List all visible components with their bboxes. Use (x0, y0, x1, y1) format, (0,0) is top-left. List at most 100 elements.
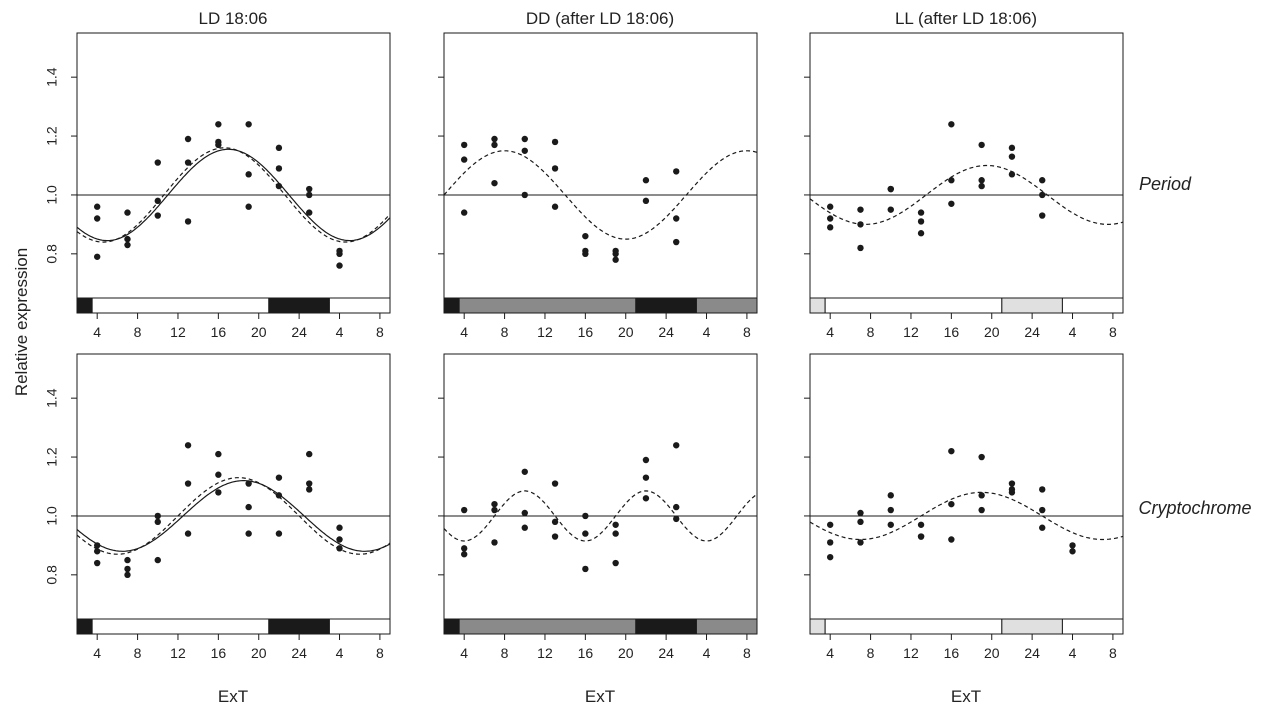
panel-4-light-bar-segment (328, 618, 391, 635)
panel-2-x-tick-label: 24 (658, 324, 674, 340)
panel-2-light-bar-segment (443, 297, 460, 314)
panel-4-data-point (154, 556, 161, 564)
panel-6-x-tick-label: 4 (1069, 645, 1077, 661)
panel-4-data-point (215, 450, 222, 458)
x-axis-label-1: ExT (218, 687, 248, 706)
panel-6-data-point (1008, 489, 1016, 496)
panel-4-data-point (184, 530, 192, 537)
panel-1-light-bar-segment (268, 297, 330, 314)
panel-5-data-point (551, 533, 559, 540)
panel-5-data-point (521, 468, 528, 475)
panel-4-x-tick-label: 20 (251, 645, 267, 661)
panel-3-data-point (826, 203, 834, 210)
panel-3-x-tick-label: 20 (984, 324, 1000, 340)
panel-5-x-tick-label: 4 (703, 645, 711, 661)
panel-2-data-point (491, 141, 498, 149)
panel-2-x-tick-label: 20 (618, 324, 634, 340)
panel-2-data-point (642, 197, 650, 205)
panel-2-data-point (582, 250, 589, 258)
panel-5-data-point (460, 506, 468, 514)
panel-6-light-bar-segment (824, 618, 1003, 635)
panel-4-frame (76, 353, 391, 635)
panel-2-data-point (491, 179, 498, 187)
panel-4-data-point (184, 480, 192, 487)
panel-2-data-point (673, 168, 680, 175)
panel-2-data-point (612, 250, 619, 258)
panel-5-frame (443, 353, 758, 635)
panel-5-data-point (673, 442, 680, 449)
panel-4-x-tick-label: 4 (336, 645, 344, 661)
row-label-period: Period (1139, 174, 1192, 194)
panel-1-fit-dashed (76, 147, 391, 243)
panel-2-data-point (612, 256, 619, 263)
panel-6-fit-dashed (809, 491, 1124, 541)
panel-3-light-bar-segment (1001, 297, 1063, 314)
panel-5-x-tick-label: 12 (537, 645, 553, 661)
panel-1-data-point (154, 197, 161, 205)
panel-1-data-point (93, 253, 101, 260)
panel-6-x-tick-label: 8 (867, 645, 875, 661)
panel-1-x-tick-label: 20 (251, 324, 267, 340)
panel-1-data-point (336, 262, 343, 269)
panel-1-y-tick-label: 0.8 (44, 244, 60, 264)
panel-2-x-tick-label: 8 (743, 324, 751, 340)
panel-5-x-tick-label: 4 (460, 645, 468, 661)
panel-1-data-point (124, 241, 131, 249)
panel-5-data-point (460, 551, 468, 558)
panel-2-x-tick-label: 4 (460, 324, 468, 340)
panel-6-data-point (948, 500, 955, 508)
panel-6-data-point (887, 506, 894, 514)
x-axis-label-2: ExT (585, 687, 615, 706)
panel-2-light-bar-segment (458, 297, 637, 314)
panel-6-data-point (917, 533, 925, 540)
panel-1-x-tick-label: 8 (134, 324, 142, 340)
panel-3-data-point (857, 206, 864, 213)
y-axis-label: Relative expression (12, 248, 31, 396)
panel-3-light-bar-segment (824, 297, 1003, 314)
panel-5-data-point (612, 530, 619, 537)
panel-4-data-point (93, 542, 101, 549)
panel-5-data-point (582, 565, 589, 573)
panel-1-x-tick-label: 12 (170, 324, 186, 340)
panel-2-data-point (673, 215, 680, 222)
panel-4-data-point (306, 486, 313, 493)
panel-5-x-tick-label: 24 (658, 645, 674, 661)
panel-6-data-point (857, 509, 864, 517)
panel-3-frame (809, 32, 1124, 314)
panel-6-data-point (978, 506, 985, 514)
panel-1-y-tick-label: 1.0 (44, 185, 60, 205)
panel-5-light-bar-segment (695, 618, 758, 635)
panel-4-data-point (93, 548, 101, 555)
panel-4-data-point (245, 503, 252, 511)
panel-2-data-point (582, 232, 589, 240)
col-title-ld: LD 18:06 (199, 9, 268, 28)
panel-6-x-tick-label: 8 (1109, 645, 1117, 661)
panel-4-y-tick-label: 1.4 (44, 388, 60, 408)
panel-3-data-point (1008, 153, 1016, 160)
panel-1-data-point (184, 159, 192, 166)
panel-6-data-point (917, 521, 925, 528)
panel-4-data-point (124, 571, 131, 579)
panel-3-data-point (948, 200, 955, 207)
panel-3-data-point (887, 206, 894, 213)
col-title-ll: LL (after LD 18:06) (895, 9, 1037, 28)
panel-5-x-tick-label: 16 (578, 645, 594, 661)
panel-2-data-point (491, 135, 498, 143)
panel-6-x-tick-label: 16 (944, 645, 960, 661)
panel-6-frame (809, 353, 1124, 635)
panel-2-data-point (460, 156, 468, 163)
panel-2-frame (443, 32, 758, 314)
panel-4-x-tick-label: 8 (134, 645, 142, 661)
panel-4-data-point (215, 489, 222, 496)
panel-4-data-point (154, 512, 161, 520)
panel-4-data-point (245, 480, 252, 487)
panel-4-x-tick-label: 24 (291, 645, 307, 661)
panel-6-data-point (826, 553, 834, 561)
panel-5-data-point (491, 500, 498, 508)
panels-group: 0.8 1.0 1.2 1.4 4 8 12 16 20 24 4 8 4 8 12 16 20 24 4 8 4 8 12… (44, 32, 1124, 661)
panel-5-data-point (642, 495, 650, 502)
panel-1-light-bar-segment (328, 297, 391, 314)
panel-5-data-point (612, 559, 619, 567)
panel-3-x-tick-label: 12 (903, 324, 919, 340)
panel-3-x-tick-label: 24 (1024, 324, 1040, 340)
